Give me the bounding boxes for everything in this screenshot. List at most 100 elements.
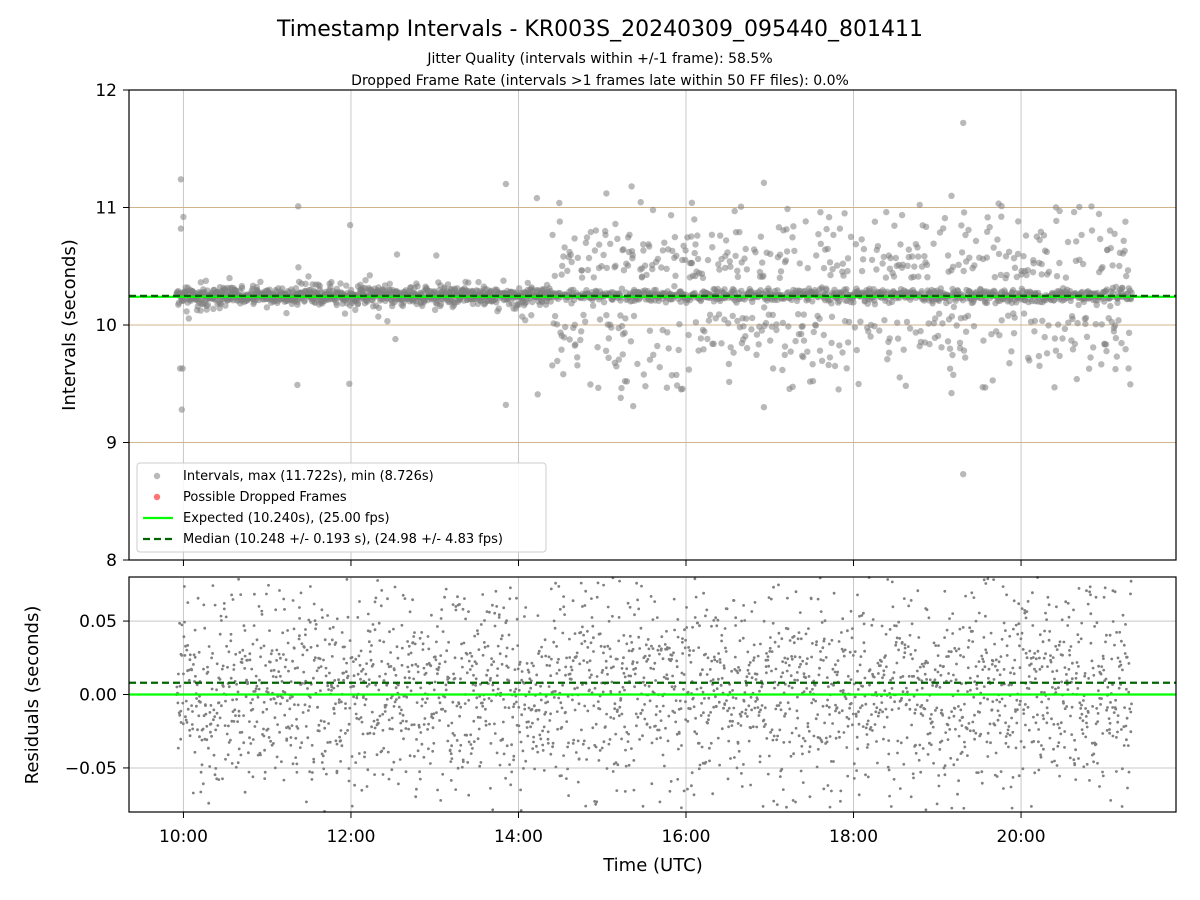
residual-point [897,648,900,652]
residual-point [444,688,448,692]
residual-point [450,757,454,760]
interval-point [688,259,696,267]
interval-point [1125,329,1133,336]
residual-point [717,700,721,704]
interval-point [603,264,610,272]
residual-point [444,587,448,591]
residual-point [612,717,616,720]
residual-point [295,770,299,774]
interval-point [843,286,850,293]
residual-point [320,761,324,764]
residual-point [274,675,278,679]
residual-point [510,743,513,747]
residual-point [968,626,972,630]
residual-point [237,577,241,581]
residual-point [311,771,314,774]
interval-point [944,338,952,345]
interval-point [529,298,536,306]
legend-marker-dropped [153,493,161,501]
residual-point [243,667,247,670]
residual-point [604,725,607,729]
residual-point [218,677,222,681]
interval-point [769,365,777,372]
residual-point [259,655,262,659]
interval-point-outlier [628,183,635,190]
residual-point [831,722,834,725]
residual-point [609,655,613,658]
residual-point [756,654,760,658]
residual-point [911,657,914,661]
residual-point [684,638,687,642]
residual-point [314,627,317,631]
residual-point [342,671,345,675]
residual-point [380,660,384,663]
residual-point [650,644,653,648]
residual-point [208,711,212,714]
residual-point [740,772,743,775]
interval-point [799,323,806,330]
residual-point [935,706,939,710]
residual-point [312,760,316,764]
residual-point [987,667,991,671]
residual-point [674,699,678,702]
residual-point [1013,658,1017,662]
interval-point [830,231,837,239]
residual-point [1031,624,1035,627]
residual-point [312,658,316,662]
residual-point [755,672,759,676]
residual-point [837,711,841,715]
residual-point [486,644,490,648]
interval-point [1020,310,1028,317]
residual-point [838,735,841,739]
residual-point [239,753,243,757]
residual-point [587,746,591,750]
residual-point [454,608,458,612]
residual-point [763,706,767,710]
residual-point [177,672,180,676]
residual-point [207,746,210,750]
interval-point [685,331,692,339]
residual-point [884,654,887,658]
interval-point [197,279,204,286]
residual-point [887,768,891,772]
residual-point [586,709,590,713]
interval-point [727,344,734,351]
residual-point [956,792,959,796]
residual-point [796,716,800,720]
residual-point [433,680,437,684]
residual-point [359,716,363,719]
residual-point [410,663,414,667]
residual-point [903,646,907,650]
residual-point [947,716,951,720]
residual-point [744,712,747,715]
residual-point [385,697,389,701]
residual-point [814,699,817,703]
residual-point [185,721,189,724]
residual-point [470,664,474,668]
residual-point [663,643,667,646]
residual-point [694,595,698,599]
interval-point [970,323,978,330]
residual-point [952,673,955,677]
interval-point [626,231,633,238]
residual-point [804,676,807,679]
residual-point [577,702,581,706]
interval-point [646,356,654,363]
residual-point [759,642,762,646]
residual-point [711,792,715,796]
residual-point [393,585,397,589]
residual-point [477,727,481,731]
residual-point [376,718,379,722]
interval-point [1090,344,1097,351]
interval-point [785,323,792,330]
residual-point [441,707,445,711]
residual-point [956,758,959,761]
residual-point [586,629,589,633]
residual-point [958,719,962,722]
residual-point [339,739,343,742]
interval-point [558,346,565,353]
residual-point [562,595,565,598]
residual-point [714,695,717,699]
residual-point [996,709,1000,713]
residual-point [405,695,409,699]
